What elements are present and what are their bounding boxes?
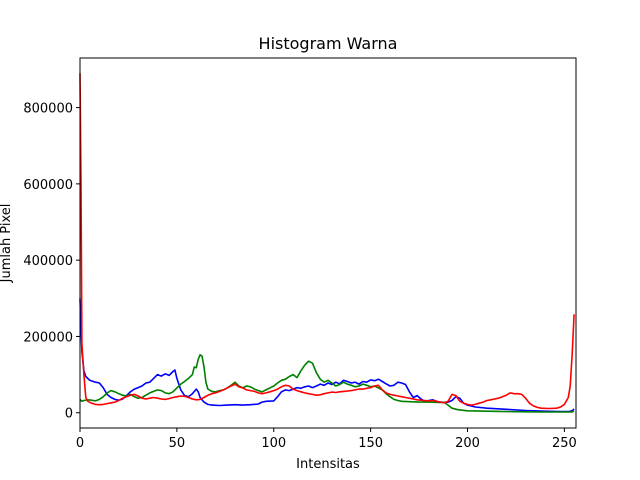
x-tick-label: 250 bbox=[552, 436, 577, 451]
y-axis: 0 200000 400000 600000 800000 bbox=[23, 102, 80, 422]
chart-title: Histogram Warna bbox=[259, 34, 398, 53]
series-line-2 bbox=[79, 353, 575, 413]
series-line-3 bbox=[79, 73, 575, 410]
y-tick-label: 800000 bbox=[23, 102, 73, 117]
x-tick-label: 0 bbox=[76, 436, 84, 451]
x-axis-title: Intensitas bbox=[296, 457, 360, 472]
y-tick-label: 0 bbox=[65, 407, 73, 422]
y-tick-label: 200000 bbox=[23, 330, 73, 345]
plot-frame bbox=[79, 57, 577, 429]
y-axis-title: Jumlah Pixel bbox=[0, 204, 14, 284]
series-line-1 bbox=[79, 298, 575, 413]
x-tick-label: 50 bbox=[169, 436, 186, 451]
x-tick-label: 150 bbox=[358, 436, 383, 451]
plot-lines bbox=[79, 73, 575, 413]
x-tick-label: 200 bbox=[455, 436, 480, 451]
y-tick-label: 400000 bbox=[23, 254, 73, 269]
x-axis: 0 50 100 150 200 250 bbox=[76, 428, 577, 451]
x-tick-label: 100 bbox=[261, 436, 286, 451]
y-tick-label: 600000 bbox=[23, 178, 73, 193]
